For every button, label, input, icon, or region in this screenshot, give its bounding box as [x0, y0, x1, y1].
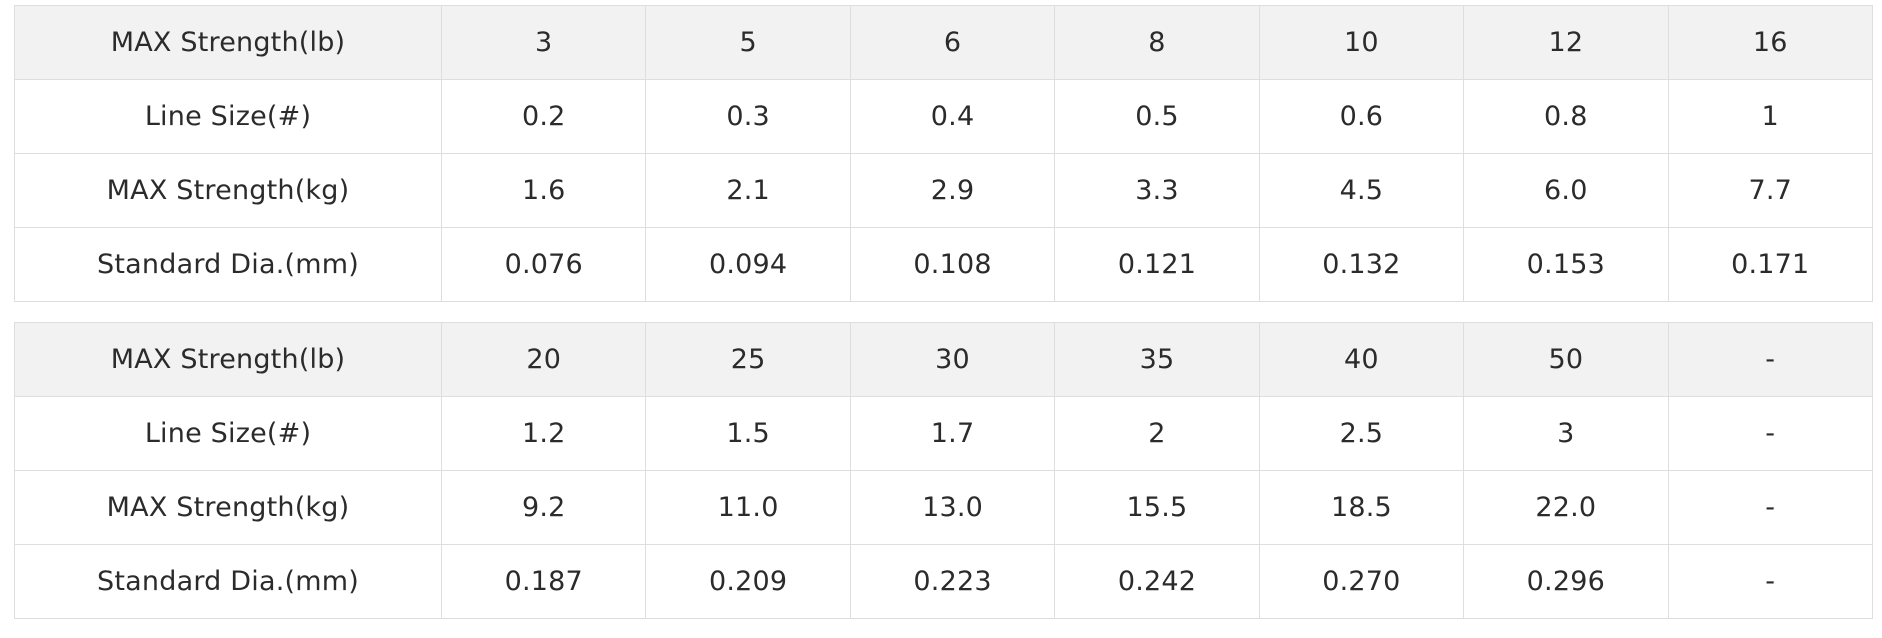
table-row: MAX Strength(kg) 9.2 11.0 13.0 15.5 18.5… [14, 470, 1873, 545]
table-cell: 0.076 [440, 227, 647, 302]
table-cell: 0.4 [849, 79, 1056, 154]
row-label: MAX Strength(lb) [14, 5, 442, 80]
table-row: MAX Strength(lb) 3 5 6 8 10 12 16 [14, 5, 1873, 80]
table-cell: 3.3 [1054, 153, 1260, 228]
table-cell: 2.5 [1258, 396, 1465, 471]
table-cell: 18.5 [1258, 470, 1465, 545]
table-cell: 0.8 [1463, 79, 1669, 154]
table-cell: 0.3 [645, 79, 851, 154]
table-cell: 4.5 [1258, 153, 1465, 228]
table-cell: 0.209 [645, 544, 851, 619]
table-cell: 0.270 [1258, 544, 1465, 619]
table-cell: 0.108 [849, 227, 1056, 302]
table-cell: - [1667, 322, 1873, 397]
table-cell: 0.121 [1054, 227, 1260, 302]
table-cell: 3 [1463, 396, 1669, 471]
table-row: MAX Strength(lb) 20 25 30 35 40 50 - [14, 322, 1873, 397]
row-label: Standard Dia.(mm) [14, 544, 442, 619]
table-cell: 35 [1054, 322, 1260, 397]
table-cell: 0.6 [1258, 79, 1465, 154]
table-cell: 2.1 [645, 153, 851, 228]
table-cell: 1.5 [645, 396, 851, 471]
table-row: Standard Dia.(mm) 0.187 0.209 0.223 0.24… [14, 544, 1873, 619]
table-cell: 1.2 [440, 396, 647, 471]
table-cell: 13.0 [849, 470, 1056, 545]
table-cell: 8 [1054, 5, 1260, 80]
table-cell: 50 [1463, 322, 1669, 397]
row-label: Line Size(#) [14, 79, 442, 154]
row-label: MAX Strength(lb) [14, 322, 442, 397]
table-cell: 0.223 [849, 544, 1056, 619]
table-cell: 0.094 [645, 227, 851, 302]
table-cell: 22.0 [1463, 470, 1669, 545]
table-cell: 5 [645, 5, 851, 80]
table-cell: 1 [1667, 79, 1873, 154]
table-cell: 0.5 [1054, 79, 1260, 154]
table-cell: 20 [440, 322, 647, 397]
table-cell: 6 [849, 5, 1056, 80]
table-cell: 15.5 [1054, 470, 1260, 545]
table-cell: 0.132 [1258, 227, 1465, 302]
row-label: Line Size(#) [14, 396, 442, 471]
table-cell: 40 [1258, 322, 1465, 397]
row-label: MAX Strength(kg) [14, 470, 442, 545]
table-cell: 6.0 [1463, 153, 1669, 228]
table-cell: 0.153 [1463, 227, 1669, 302]
table-cell: - [1667, 544, 1873, 619]
table-cell: - [1667, 470, 1873, 545]
table-cell: 3 [440, 5, 647, 80]
table-cell: 1.7 [849, 396, 1056, 471]
table-cell: 1.6 [440, 153, 647, 228]
table-cell: 12 [1463, 5, 1669, 80]
table-cell: 2 [1054, 396, 1260, 471]
table-cell: 11.0 [645, 470, 851, 545]
row-label: Standard Dia.(mm) [14, 227, 442, 302]
table-cell: 9.2 [440, 470, 647, 545]
row-label: MAX Strength(kg) [14, 153, 442, 228]
table-cell: 7.7 [1667, 153, 1873, 228]
spec-table-2: MAX Strength(lb) 20 25 30 35 40 50 - Lin… [14, 322, 1873, 619]
table-cell: 25 [645, 322, 851, 397]
table-cell: 0.2 [440, 79, 647, 154]
table-cell: 0.187 [440, 544, 647, 619]
table-cell: 0.296 [1463, 544, 1669, 619]
table-row: MAX Strength(kg) 1.6 2.1 2.9 3.3 4.5 6.0… [14, 153, 1873, 228]
table-cell: 2.9 [849, 153, 1056, 228]
table-cell: 16 [1667, 5, 1873, 80]
spec-table-1: MAX Strength(lb) 3 5 6 8 10 12 16 Line S… [14, 5, 1873, 302]
table-cell: 10 [1258, 5, 1465, 80]
table-cell: - [1667, 396, 1873, 471]
table-row: Line Size(#) 1.2 1.5 1.7 2 2.5 3 - [14, 396, 1873, 471]
table-row: Standard Dia.(mm) 0.076 0.094 0.108 0.12… [14, 227, 1873, 302]
table-cell: 30 [849, 322, 1056, 397]
table-cell: 0.171 [1667, 227, 1873, 302]
table-row: Line Size(#) 0.2 0.3 0.4 0.5 0.6 0.8 1 [14, 79, 1873, 154]
table-cell: 0.242 [1054, 544, 1260, 619]
